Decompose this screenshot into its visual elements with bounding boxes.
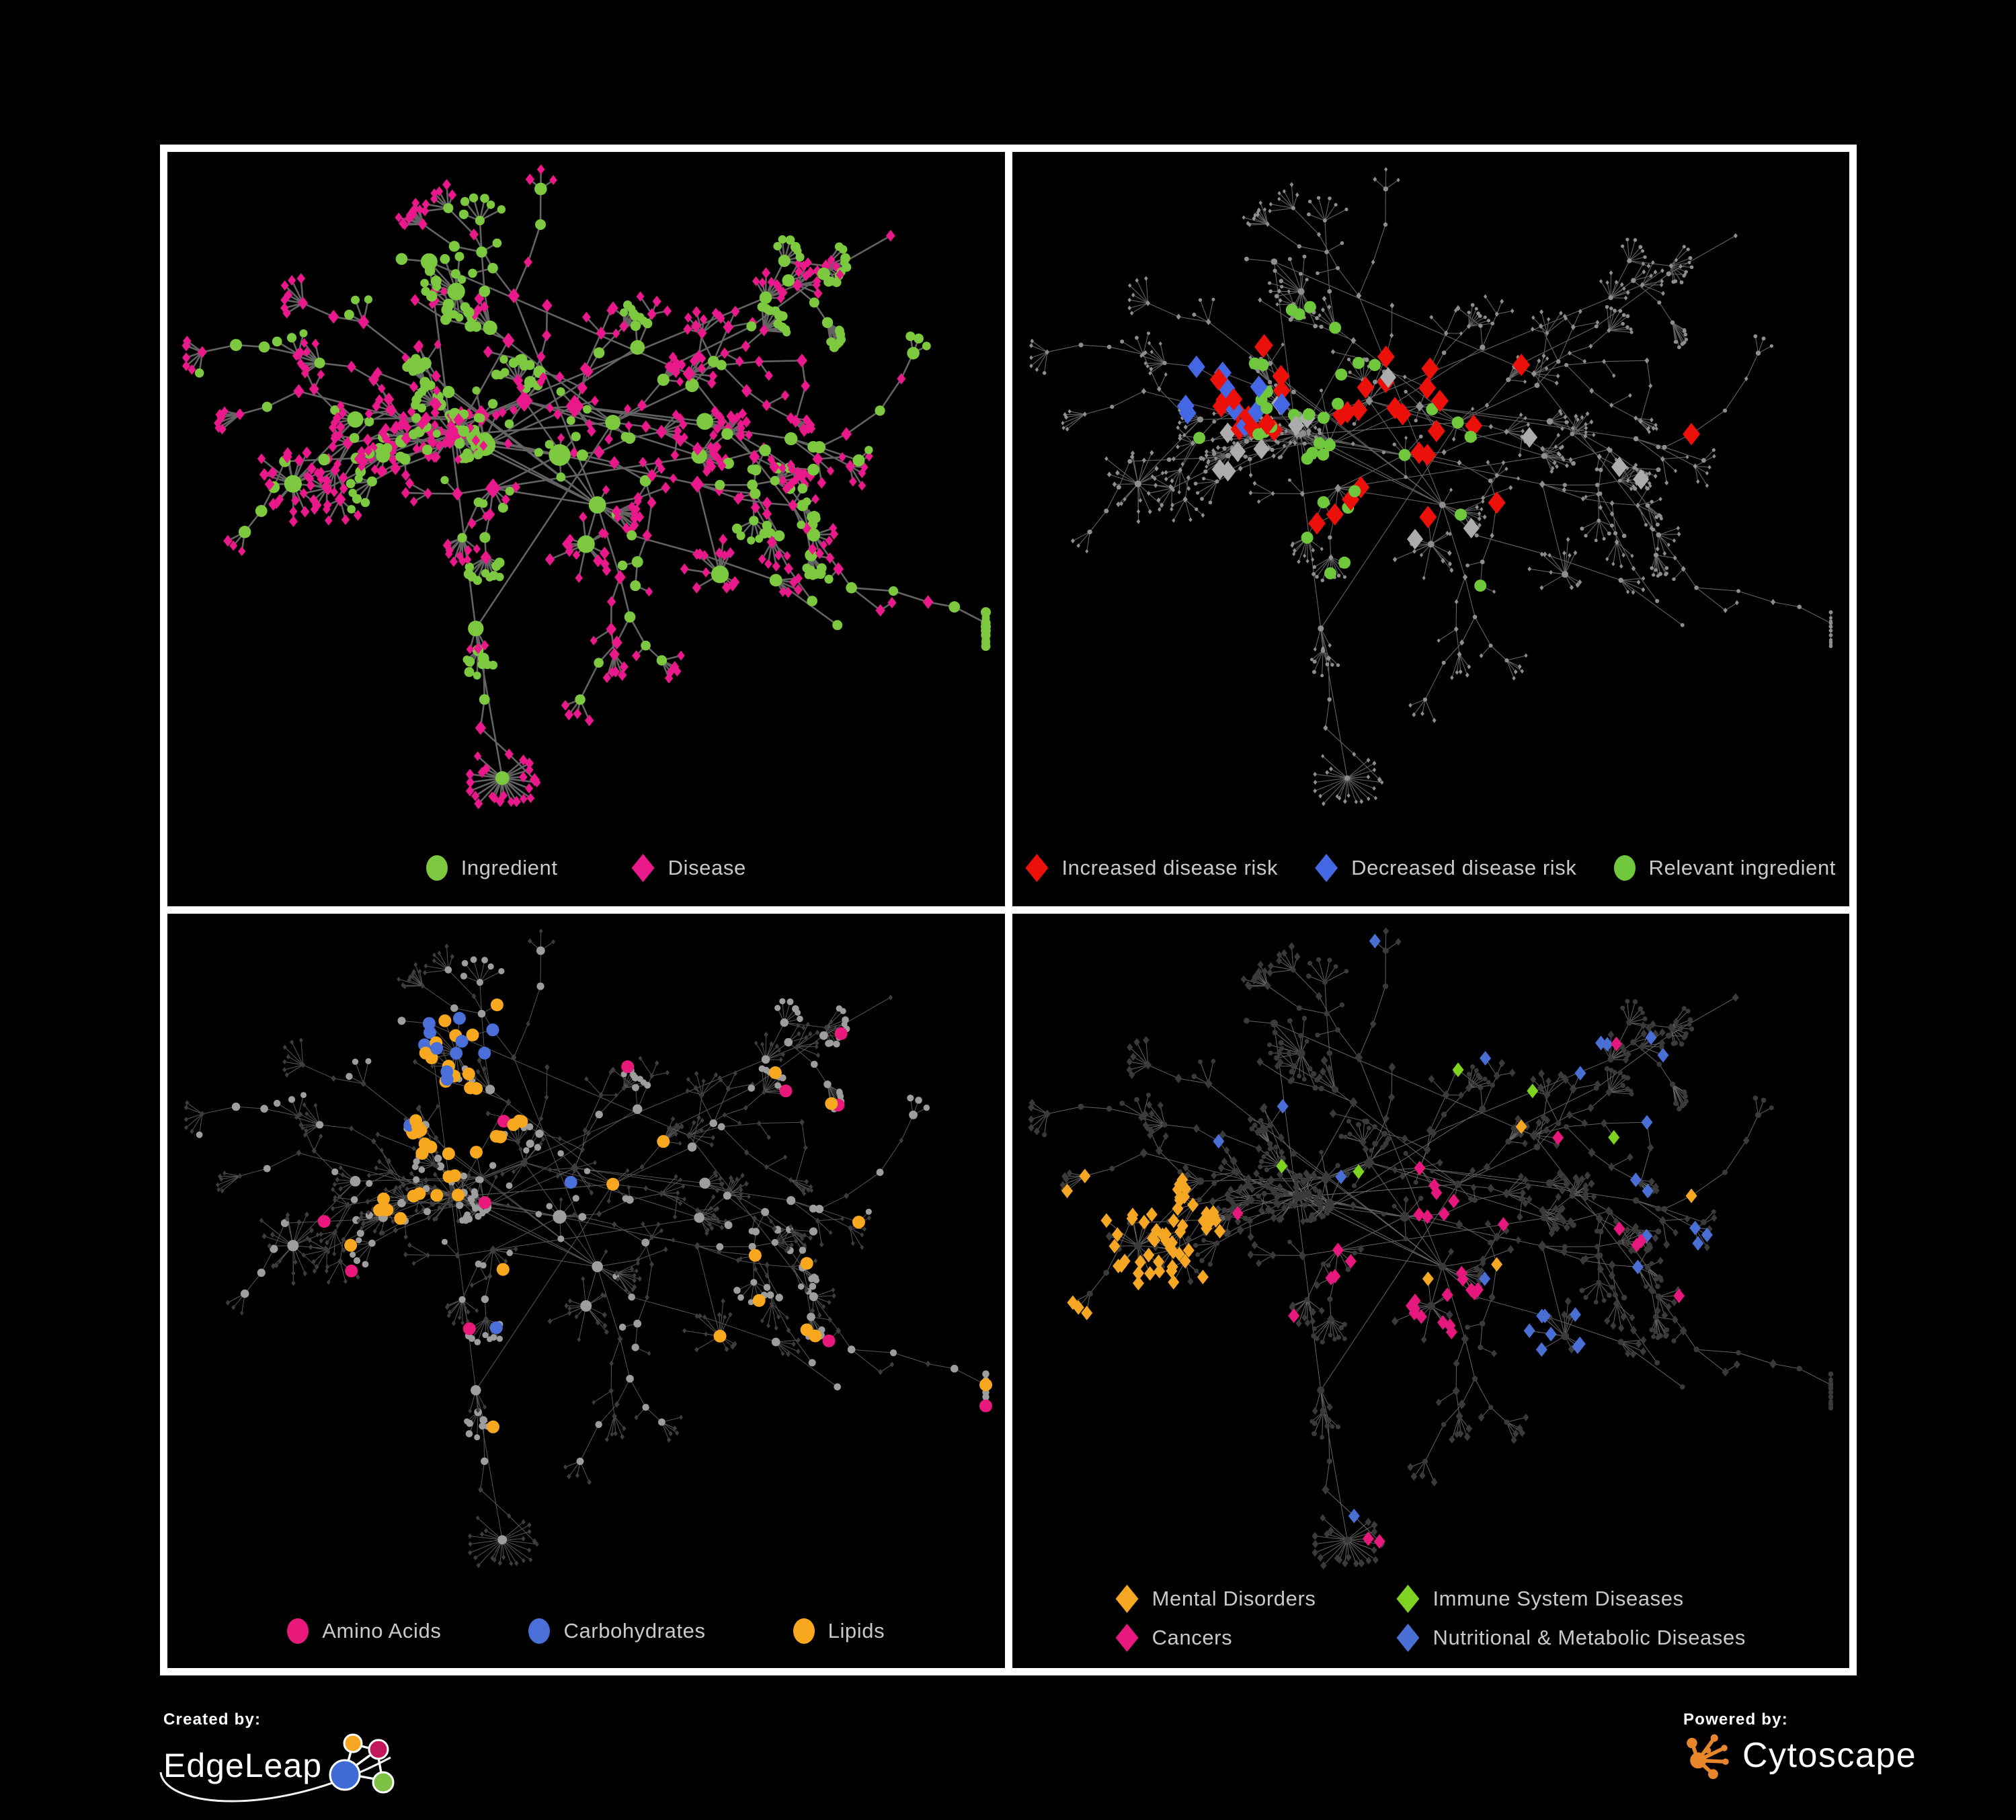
legend-label: Nutritional & Metabolic Diseases: [1433, 1626, 1746, 1649]
network-disease-risk: [1029, 167, 1832, 806]
legend-item-cancers: Cancers: [1115, 1624, 1316, 1652]
legend-label: Mental Disorders: [1152, 1587, 1316, 1610]
panel-disease-classes: Mental Disorders Immune System Diseases …: [1012, 914, 1850, 1668]
legend-item-decreased-risk: Decreased disease risk: [1315, 854, 1576, 882]
legend-ingredient-disease: Ingredient Disease: [167, 854, 1005, 882]
nutritional-metabolic-diseases-diamond-icon: [1396, 1624, 1420, 1652]
legend-item-lipids: Lipids: [793, 1618, 885, 1644]
immune-system-diseases-diamond-icon: [1396, 1585, 1420, 1613]
powered-by-label: Powered by:: [1683, 1710, 1788, 1729]
network-ingredient-disease: [182, 164, 991, 809]
powered-by-block: Powered by: Cytoscape: [1683, 1710, 1917, 1780]
network-nutrient-classes: [184, 928, 992, 1569]
network-disease-classes: [1027, 927, 1833, 1570]
legend-nutrient-classes: Amino Acids Carbohydrates Lipids: [167, 1618, 1005, 1644]
legend-disease-risk: Increased disease risk Decreased disease…: [1012, 854, 1850, 882]
ingredient-circle-icon: [426, 855, 448, 881]
legend-label: Amino Acids: [322, 1619, 442, 1643]
legend-item-disease: Disease: [631, 854, 746, 882]
legend-label: Lipids: [828, 1619, 885, 1643]
legend-item-relevant-ingredient: Relevant ingredient: [1613, 855, 1837, 881]
legend-label: Carbohydrates: [563, 1619, 706, 1643]
legend-label: Relevant ingredient: [1648, 856, 1837, 879]
edgeleap-brand-text: EdgeLeap: [163, 1747, 323, 1784]
legend-item-nutritional-metabolic-diseases: Nutritional & Metabolic Diseases: [1396, 1624, 1745, 1652]
created-by-label: Created by:: [163, 1710, 261, 1729]
legend-disease-classes: Mental Disorders Immune System Diseases …: [1012, 1585, 1850, 1652]
panel-ingredient-disease: Ingredient Disease: [167, 152, 1005, 906]
figure-grid: Ingredient Disease Increased disease ris…: [160, 145, 1857, 1675]
legend-label: Decreased disease risk: [1351, 856, 1577, 879]
legend-item-immune-system-diseases: Immune System Diseases: [1396, 1585, 1745, 1613]
legend-item-carbohydrates: Carbohydrates: [528, 1618, 705, 1644]
legend-label: Ingredient: [460, 856, 558, 879]
legend-item-mental-disorders: Mental Disorders: [1115, 1585, 1316, 1613]
legend-item-ingredient: Ingredient: [426, 855, 558, 881]
legend-label: Cancers: [1152, 1626, 1233, 1649]
carbohydrates-circle-icon: [528, 1618, 551, 1644]
cancers-diamond-icon: [1115, 1624, 1139, 1652]
mental-disorders-diamond-icon: [1115, 1585, 1139, 1613]
panel-nutrient-classes: Amino Acids Carbohydrates Lipids: [167, 914, 1005, 1668]
amino-acids-circle-icon: [287, 1618, 309, 1644]
edgeleap-logo-icon: [329, 1733, 395, 1794]
lipids-circle-icon: [793, 1618, 815, 1644]
created-by-block: Created by: EdgeLeap: [159, 1710, 397, 1803]
legend-label: Increased disease risk: [1061, 856, 1279, 879]
increased-risk-diamond-icon: [1025, 854, 1049, 882]
legend-label: Immune System Diseases: [1433, 1587, 1684, 1610]
cytoscape-brand-text: Cytoscape: [1742, 1736, 1917, 1775]
legend-item-amino-acids: Amino Acids: [287, 1618, 441, 1644]
cytoscape-logo-icon: [1687, 1734, 1729, 1780]
decreased-risk-diamond-icon: [1315, 854, 1338, 882]
disease-diamond-icon: [631, 854, 655, 882]
legend-item-increased-risk: Increased disease risk: [1025, 854, 1278, 882]
legend-label: Disease: [668, 856, 746, 879]
panel-disease-risk: Increased disease risk Decreased disease…: [1012, 152, 1850, 906]
relevant-ingredient-circle-icon: [1613, 855, 1636, 881]
